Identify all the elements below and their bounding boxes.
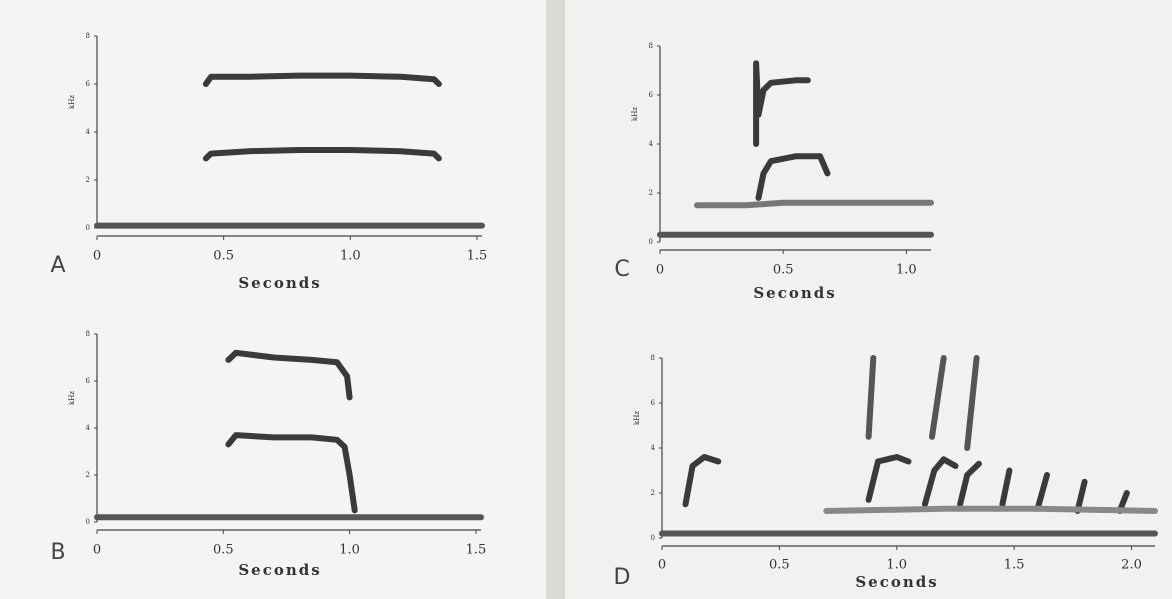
trace	[755, 153, 831, 201]
x-tick-label: 0.5	[213, 249, 234, 264]
x-tick-label: 1.5	[466, 543, 487, 558]
y-tick-label: 0	[86, 224, 90, 232]
trace	[865, 454, 912, 503]
y-tick-label: 6	[651, 399, 656, 407]
y-axis-title: kHz	[68, 391, 76, 405]
y-tick-label: 4	[86, 128, 91, 136]
x-tick-label: 1.0	[340, 249, 361, 264]
y-tick-label: 0	[651, 534, 655, 542]
y-tick-label: 4	[86, 424, 91, 432]
x-axis-title: Seconds	[238, 274, 321, 292]
x-tick-label: 0.5	[213, 543, 234, 558]
x-tick-label: 0	[656, 263, 664, 278]
trace	[823, 505, 1158, 514]
trace	[202, 72, 442, 87]
y-tick-label: 0	[649, 238, 653, 246]
x-tick-label: 0	[93, 249, 101, 264]
trace	[202, 147, 442, 162]
y-tick-label: 4	[651, 444, 656, 452]
trace	[694, 199, 934, 209]
y-tick-label: 2	[649, 189, 653, 197]
trace	[929, 355, 947, 440]
x-tick-label: 1.5	[1004, 558, 1025, 573]
y-tick-label: 2	[86, 471, 90, 479]
y-tick-label: 8	[649, 42, 653, 50]
y-tick-label: 8	[651, 354, 655, 362]
trace	[225, 349, 353, 401]
trace	[682, 454, 722, 508]
trace	[921, 456, 959, 508]
y-axis-title: kHz	[68, 95, 76, 109]
x-tick-label: 1.0	[339, 543, 360, 558]
y-axis-title: kHz	[631, 107, 639, 121]
trace	[957, 460, 982, 508]
x-tick-label: 0.5	[769, 558, 790, 573]
left-sheet	[0, 0, 546, 599]
y-tick-label: 2	[86, 176, 90, 184]
y-axis-title: kHz	[633, 411, 641, 425]
x-axis-title: Seconds	[753, 284, 836, 302]
panel-label: B	[50, 540, 65, 565]
trace	[964, 355, 980, 451]
panel-label: D	[614, 565, 631, 590]
panel-label: A	[50, 253, 65, 278]
y-tick-label: 6	[86, 377, 91, 385]
x-tick-label: 0.5	[773, 263, 794, 278]
x-axis-title: Seconds	[855, 573, 938, 591]
y-tick-label: 8	[86, 330, 90, 338]
x-axis-title: Seconds	[238, 561, 321, 579]
x-tick-label: 2.0	[1121, 558, 1142, 573]
x-tick-label: 0	[658, 558, 666, 573]
y-tick-label: 0	[86, 518, 90, 526]
panel-label: C	[614, 257, 629, 282]
x-tick-label: 1.0	[886, 558, 907, 573]
trace	[1074, 478, 1088, 514]
y-tick-label: 6	[649, 91, 654, 99]
x-tick-label: 0	[93, 543, 101, 558]
x-tick-label: 1.0	[896, 263, 917, 278]
trace	[1034, 472, 1050, 512]
x-tick-label: 1.5	[467, 249, 488, 264]
trace	[225, 432, 358, 514]
y-tick-label: 6	[86, 80, 91, 88]
y-tick-label: 8	[86, 32, 90, 40]
trace	[999, 467, 1013, 508]
trace	[865, 355, 877, 440]
trace	[753, 60, 811, 147]
y-tick-label: 4	[649, 140, 654, 148]
y-tick-label: 2	[651, 489, 655, 497]
